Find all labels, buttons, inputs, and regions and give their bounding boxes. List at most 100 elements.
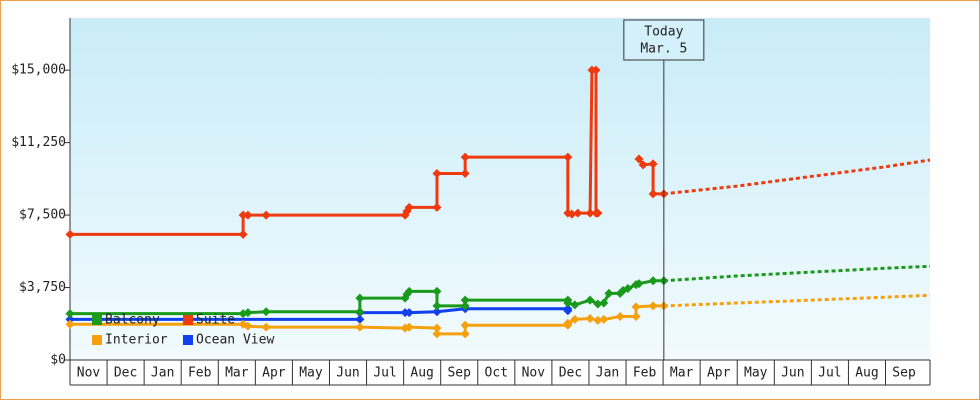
x-tick-label: Feb (188, 366, 212, 381)
point (648, 301, 658, 311)
x-tick-label: Jun (781, 366, 804, 381)
x-tick-label: Jul (818, 366, 841, 381)
point (432, 169, 442, 179)
legend-label: Suite (196, 313, 235, 328)
point (65, 309, 75, 319)
x-tick-label: Sep (447, 366, 471, 381)
point (432, 301, 442, 311)
point (563, 306, 573, 316)
x-tick-label: Apr (262, 366, 286, 381)
point (585, 295, 595, 305)
legend-label: Balcony (105, 313, 160, 328)
x-tick-label: Jul (373, 366, 396, 381)
point (585, 313, 595, 323)
point (563, 152, 573, 162)
legend-swatch (92, 315, 102, 325)
point (460, 152, 470, 162)
point (243, 321, 253, 331)
point (404, 202, 414, 212)
point (460, 329, 470, 339)
plot-area (70, 18, 930, 360)
point (563, 318, 573, 328)
legend-label: Interior (105, 333, 168, 348)
point (638, 160, 648, 170)
x-tick-label: May (299, 366, 323, 381)
point (355, 314, 365, 324)
point (599, 314, 609, 324)
point (460, 320, 470, 330)
y-tick-label: $0 (50, 353, 66, 368)
forecast-line (663, 158, 931, 196)
point (460, 301, 470, 311)
point (65, 314, 75, 324)
series-line (70, 304, 664, 336)
point (631, 312, 641, 322)
x-tick-label: Oct (485, 366, 508, 381)
point (355, 322, 365, 332)
point (261, 322, 271, 332)
point (404, 308, 414, 318)
point (634, 279, 644, 289)
point (460, 295, 470, 305)
point (563, 298, 573, 308)
point (65, 319, 75, 329)
x-tick-label: Jan (151, 366, 174, 381)
x-tick-label: May (744, 366, 768, 381)
point (238, 229, 248, 239)
point (648, 276, 658, 286)
point (615, 312, 625, 322)
today-box (623, 19, 705, 61)
x-tick-label: Feb (633, 366, 657, 381)
x-tick-label: Nov (77, 366, 101, 381)
legend-swatch (183, 315, 193, 325)
point (593, 315, 603, 325)
point (648, 159, 658, 169)
legend-swatch (183, 335, 193, 345)
x-tick-label: Mar (225, 366, 249, 381)
point (243, 308, 253, 318)
x-tick-label: Jun (336, 366, 359, 381)
point (432, 329, 442, 339)
today-label: Today (644, 25, 683, 40)
point (591, 65, 601, 75)
point (65, 229, 75, 239)
point (404, 322, 414, 332)
point (355, 293, 365, 303)
point (573, 208, 583, 218)
point (593, 208, 603, 218)
forecast-line (663, 293, 931, 308)
point (631, 302, 641, 312)
today-label: Mar. 5 (640, 42, 687, 57)
y-tick-label: $3,750 (19, 280, 66, 295)
point (567, 209, 577, 219)
forecast-line (663, 264, 931, 283)
x-tick-label: Dec (559, 366, 582, 381)
x-tick-label: Nov (522, 366, 546, 381)
point (648, 189, 658, 199)
point (404, 286, 414, 296)
y-tick-label: $15,000 (11, 63, 66, 78)
point (570, 314, 580, 324)
point (623, 284, 633, 294)
point (432, 202, 442, 212)
point (570, 300, 580, 310)
point (604, 288, 614, 298)
point (460, 169, 470, 179)
x-tick-label: Sep (892, 366, 916, 381)
y-tick-label: $7,500 (19, 208, 66, 223)
point (593, 299, 603, 309)
point (432, 323, 442, 333)
x-tick-label: Aug (410, 366, 433, 381)
x-tick-label: Dec (114, 366, 137, 381)
x-tick-label: Apr (707, 366, 731, 381)
point (243, 210, 253, 220)
legend-swatch (92, 335, 102, 345)
x-tick-label: Jan (596, 366, 619, 381)
point (261, 307, 271, 317)
point (432, 286, 442, 296)
legend-label: Ocean View (196, 333, 274, 348)
point (585, 208, 595, 218)
x-tick-label: Mar (670, 366, 694, 381)
point (238, 210, 248, 220)
